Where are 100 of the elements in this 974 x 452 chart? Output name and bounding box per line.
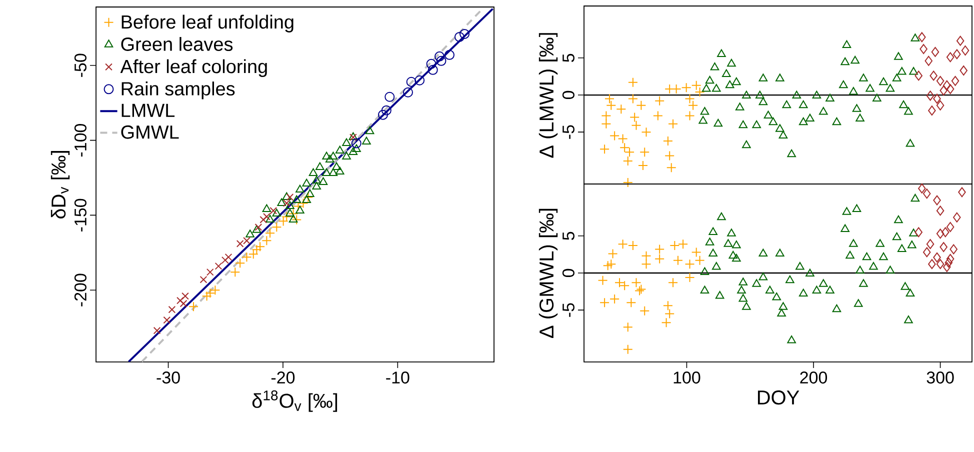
point xyxy=(622,178,633,188)
point xyxy=(818,107,828,115)
x-tick-label: -10 xyxy=(386,372,410,384)
point xyxy=(678,239,688,250)
point xyxy=(908,240,916,248)
point xyxy=(272,208,282,216)
point xyxy=(666,162,676,173)
point xyxy=(953,49,961,60)
point xyxy=(936,259,944,270)
point xyxy=(933,195,941,206)
point xyxy=(235,258,246,268)
point xyxy=(859,279,868,287)
point xyxy=(654,96,665,106)
legend-label: LMWL xyxy=(122,104,175,117)
point xyxy=(698,116,708,124)
point xyxy=(260,216,268,224)
point xyxy=(961,45,970,56)
y-axis-title: Δ (GMWL) [‰] xyxy=(538,208,558,338)
point xyxy=(381,105,392,116)
point xyxy=(852,104,862,112)
point xyxy=(930,70,938,81)
point xyxy=(302,195,311,203)
point xyxy=(282,200,290,207)
point xyxy=(960,66,968,76)
point xyxy=(640,147,650,158)
point xyxy=(622,344,633,354)
point xyxy=(604,94,614,104)
point xyxy=(641,127,652,138)
point xyxy=(798,117,808,126)
point xyxy=(210,285,220,296)
point xyxy=(691,247,702,258)
point xyxy=(782,100,792,108)
point xyxy=(205,288,216,298)
point xyxy=(288,214,298,222)
point xyxy=(277,198,286,206)
point xyxy=(832,117,842,126)
point xyxy=(254,224,262,231)
point xyxy=(622,156,633,166)
point xyxy=(755,90,764,98)
point xyxy=(312,182,321,190)
point xyxy=(618,134,628,144)
point xyxy=(914,70,922,81)
point xyxy=(252,244,262,255)
point xyxy=(598,275,608,286)
point xyxy=(606,100,616,110)
point xyxy=(610,294,620,304)
point xyxy=(940,86,948,96)
point xyxy=(953,212,961,222)
point xyxy=(316,162,324,170)
point xyxy=(894,52,903,60)
point xyxy=(322,168,331,176)
point xyxy=(641,250,652,261)
point xyxy=(248,249,258,260)
y-axis-title: Δ (LMWL) [‰] xyxy=(538,33,558,158)
point xyxy=(752,279,761,287)
point xyxy=(738,278,748,286)
point xyxy=(402,87,413,98)
legend-label: After leaf coloring xyxy=(120,59,267,77)
point xyxy=(946,254,954,264)
point xyxy=(909,67,918,75)
point xyxy=(869,262,878,270)
point xyxy=(342,152,351,160)
point xyxy=(303,192,314,202)
y-tick-label: 0 xyxy=(562,268,574,278)
point xyxy=(618,239,628,250)
point xyxy=(384,92,395,102)
point xyxy=(428,64,438,75)
point xyxy=(406,76,416,87)
point xyxy=(798,288,808,297)
point xyxy=(286,201,294,209)
point xyxy=(936,76,944,86)
point xyxy=(616,104,626,114)
point xyxy=(778,130,788,139)
point xyxy=(662,136,673,146)
x-tick-label: 100 xyxy=(674,372,700,384)
point xyxy=(282,192,292,200)
point xyxy=(182,292,189,300)
point xyxy=(378,110,388,120)
point xyxy=(842,207,852,215)
point xyxy=(897,67,906,75)
legend-label: Before leaf unfolding xyxy=(122,14,294,32)
point xyxy=(262,236,272,246)
point xyxy=(292,195,302,203)
point xyxy=(758,248,768,256)
point xyxy=(879,77,888,86)
point xyxy=(322,152,331,160)
point xyxy=(758,74,768,82)
point xyxy=(286,208,294,216)
point xyxy=(206,268,214,276)
point xyxy=(806,268,814,276)
point xyxy=(622,322,633,332)
x-tick-label: -30 xyxy=(156,372,180,384)
point xyxy=(876,239,884,247)
y-tick-label: -5 xyxy=(562,125,574,139)
legend-label: GMWL xyxy=(121,125,179,139)
point xyxy=(638,160,648,170)
point xyxy=(826,94,834,102)
point xyxy=(298,198,308,208)
point xyxy=(460,28,470,39)
point xyxy=(628,240,638,251)
